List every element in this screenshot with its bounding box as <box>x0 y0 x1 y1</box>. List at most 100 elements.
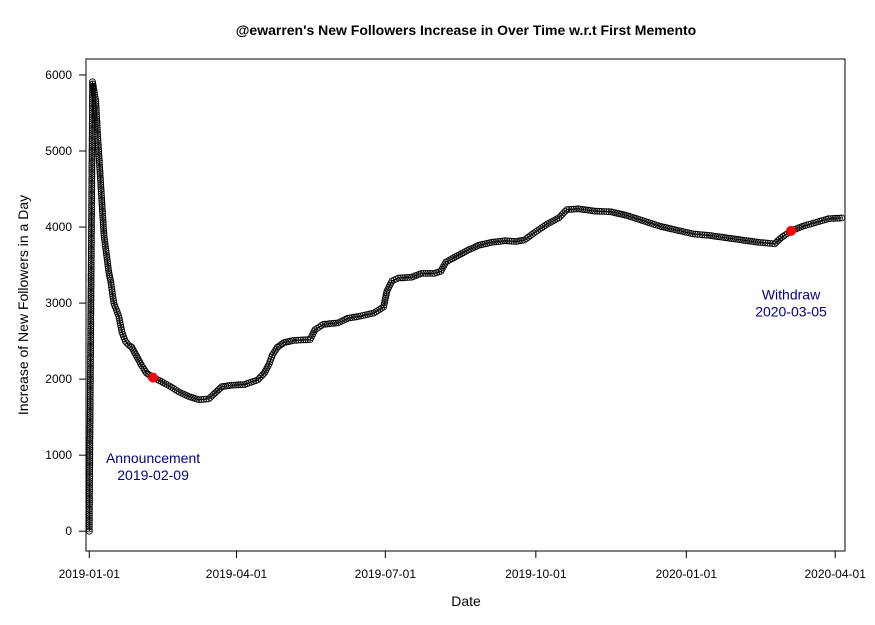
y-tick-label: 0 <box>65 524 72 538</box>
data-point <box>93 111 100 118</box>
data-point <box>128 343 136 351</box>
data-point <box>107 281 115 289</box>
data-point <box>87 283 95 291</box>
x-tick-label: 2019-07-01 <box>355 567 417 581</box>
data-point <box>97 185 105 193</box>
data-point <box>228 381 236 389</box>
data-point <box>86 413 94 421</box>
data-point <box>89 82 97 90</box>
data-point <box>86 388 94 396</box>
data-point <box>88 162 96 169</box>
data-point <box>86 441 94 449</box>
data-point <box>86 419 94 427</box>
data-point <box>98 198 106 206</box>
data-point <box>93 124 101 132</box>
data-point <box>88 197 96 205</box>
data-point <box>317 322 325 330</box>
y-tick-label: 4000 <box>45 220 72 234</box>
annotation-text: Announcement 2019-02-09 <box>106 450 200 483</box>
data-point <box>417 269 425 277</box>
data-point <box>88 228 95 236</box>
data-point <box>88 109 96 117</box>
data-point <box>87 338 95 346</box>
data-point <box>88 184 96 192</box>
data-point <box>91 93 99 101</box>
data-point <box>87 362 94 370</box>
data-point <box>87 281 95 288</box>
data-point <box>109 295 117 302</box>
data-point <box>88 208 95 216</box>
data-point <box>768 240 776 248</box>
data-point <box>140 365 148 373</box>
data-point <box>92 98 100 105</box>
data-point <box>86 516 93 524</box>
data-point <box>87 305 95 313</box>
data-point <box>87 276 95 284</box>
data-point <box>304 336 312 344</box>
data-point <box>551 216 559 224</box>
data-point <box>352 313 360 321</box>
data-point <box>420 269 427 277</box>
data-point <box>88 232 95 240</box>
data-point <box>86 397 94 405</box>
data-point <box>86 433 94 440</box>
data-point <box>538 224 545 232</box>
data-point <box>96 168 104 176</box>
data-point <box>591 207 599 215</box>
data-point <box>87 287 95 295</box>
data-point <box>405 273 413 281</box>
data-point <box>87 316 95 324</box>
data-point <box>761 239 769 247</box>
data-point <box>104 258 111 266</box>
data-point <box>86 415 94 423</box>
data-point <box>86 499 93 507</box>
data-point <box>91 89 98 97</box>
data-point <box>88 168 96 176</box>
data-point <box>88 203 95 211</box>
data-point <box>86 468 94 476</box>
data-point <box>96 170 104 178</box>
data-point <box>97 183 105 191</box>
data-point <box>107 276 114 284</box>
data-point <box>86 380 94 388</box>
data-point <box>94 139 102 147</box>
data-point <box>86 386 94 394</box>
series-layer <box>85 78 846 535</box>
data-point <box>87 252 95 260</box>
data-point <box>86 457 94 465</box>
data-point <box>92 96 99 103</box>
data-point <box>173 387 181 395</box>
data-point <box>93 109 100 116</box>
data-point <box>403 274 411 281</box>
data-point <box>87 351 94 359</box>
data-point <box>87 342 94 350</box>
data-point <box>236 381 244 389</box>
data-point <box>88 164 96 172</box>
data-point <box>93 113 100 121</box>
data-point <box>88 175 96 183</box>
data-point <box>426 269 434 277</box>
data-point <box>532 228 540 236</box>
data-point <box>110 297 117 305</box>
data-point <box>87 259 95 266</box>
data-point <box>508 237 516 245</box>
data-point <box>99 216 107 224</box>
data-point <box>87 314 95 321</box>
data-point <box>86 426 94 434</box>
data-point <box>86 470 94 478</box>
data-point <box>829 214 837 222</box>
data-point <box>87 285 95 293</box>
data-point <box>87 309 95 317</box>
data-point <box>759 239 767 247</box>
data-point <box>86 391 94 399</box>
data-point <box>95 157 103 165</box>
data-point <box>838 214 846 222</box>
data-point <box>100 225 107 233</box>
data-point <box>88 223 95 231</box>
data-point <box>98 203 106 211</box>
data-point <box>88 146 96 154</box>
data-point <box>86 496 93 504</box>
data-point <box>92 106 100 114</box>
data-point <box>86 404 94 412</box>
data-point <box>87 377 94 385</box>
